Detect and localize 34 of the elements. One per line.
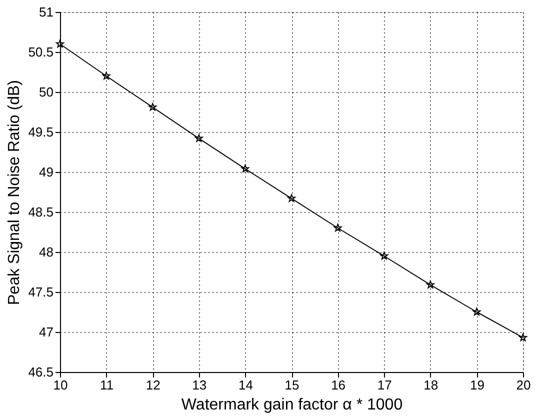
y-tick-label: 47 — [39, 324, 54, 340]
x-tick-label: 15 — [284, 378, 300, 392]
y-tick-label: 47.5 — [28, 284, 54, 300]
y-tick-label: 48 — [39, 244, 54, 260]
x-tick-label: 12 — [146, 378, 160, 392]
x-tick-label: 17 — [377, 378, 392, 392]
y-tick-label: 49.5 — [28, 124, 54, 140]
point — [334, 224, 342, 232]
point — [241, 164, 250, 172]
y-tick-label: 49 — [39, 164, 54, 180]
y-tick-label: 48.5 — [28, 204, 54, 220]
y-axis-title: Peak Signal to Noise Ratio (dB) — [6, 80, 24, 305]
y-tick-label: 51 — [39, 4, 54, 20]
point — [56, 40, 64, 48]
point — [194, 134, 203, 142]
x-tick-label: 13 — [192, 378, 207, 392]
x-tick-label: 20 — [516, 378, 531, 392]
x-tick-label: 10 — [53, 378, 68, 392]
y-tick-label: 50 — [39, 84, 54, 100]
x-tick-label: 18 — [424, 378, 438, 392]
point — [380, 252, 388, 260]
y-tick-label: 46.5 — [28, 364, 54, 380]
point — [102, 72, 110, 80]
point — [148, 102, 157, 111]
point — [287, 194, 296, 202]
y-tick-label: 50.5 — [28, 44, 54, 60]
x-tick-label: 19 — [470, 378, 484, 392]
point — [472, 308, 481, 316]
point — [518, 333, 528, 342]
x-tick-label: 14 — [238, 378, 253, 392]
x-axis-title: Watermark gain factor α * 1000 — [181, 396, 403, 414]
x-tick-label: 11 — [100, 378, 114, 392]
x-tick-label: 16 — [331, 378, 346, 392]
point — [426, 280, 434, 288]
